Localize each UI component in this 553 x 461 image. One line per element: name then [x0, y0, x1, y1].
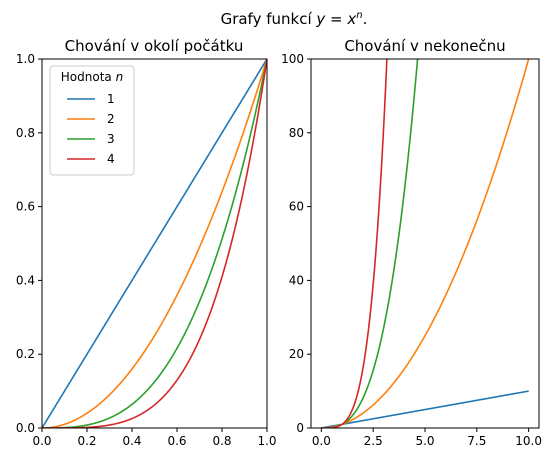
- axes-frame-at-infinity: [310, 58, 540, 429]
- legend-label-n3: 3: [107, 132, 115, 146]
- series-line-n3-near-origin: [42, 59, 267, 428]
- panel-near-origin: Chování v okolí počátku 0.0 0.2 0.4 0.6 0.8 1…: [16, 37, 277, 448]
- axes-frame-near-origin: [41, 58, 268, 429]
- y-tick-label: 0.6: [16, 200, 35, 214]
- panel-at-infinity: Chování v nekonečnu 0.0 2.5 5.0 7.5 10.0 0 20…: [281, 37, 542, 448]
- y-tick-label: 40: [289, 273, 304, 287]
- x-tick-label: 0.0: [32, 434, 51, 448]
- x-tick-label: 1.0: [257, 434, 276, 448]
- x-tick-label: 2.5: [364, 434, 383, 448]
- legend: Hodnota n 1 2 3 4: [49, 65, 135, 176]
- y-tick-label: 1.0: [16, 52, 35, 66]
- y-tick-label: 20: [289, 347, 304, 361]
- x-tick-label: 10.0: [515, 434, 542, 448]
- figure-suptitle: Grafy funkcí y = xn.: [221, 10, 368, 28]
- series-line-n4-at-infinity: [321, 59, 388, 428]
- series-line-n2-near-origin: [42, 59, 267, 428]
- panel-title-at-infinity: Chování v nekonečnu: [344, 37, 505, 55]
- x-tick-label: 0.0: [312, 434, 331, 448]
- y-tick-label: 100: [281, 52, 304, 66]
- x-ticks-near-origin: 0.0 0.2 0.4 0.6 0.8 1.0: [32, 428, 277, 448]
- y-ticks-at-infinity: 0 20 40 60 80 100: [281, 52, 311, 435]
- x-tick-label: 7.5: [467, 434, 486, 448]
- legend-entries: 1 2 3 4: [67, 92, 115, 166]
- y-tick-label: 0.4: [16, 273, 35, 287]
- y-tick-label: 0.8: [16, 126, 35, 140]
- legend-title: Hodnota n: [61, 70, 123, 84]
- x-tick-label: 0.8: [212, 434, 231, 448]
- series-line-n1-at-infinity: [321, 390, 529, 428]
- x-tick-label: 0.4: [122, 434, 141, 448]
- y-tick-label: 80: [289, 126, 304, 140]
- legend-box: [49, 65, 135, 176]
- series-lines-at-infinity: [321, 59, 530, 428]
- x-ticks-at-infinity: 0.0 2.5 5.0 7.5 10.0: [312, 428, 542, 448]
- x-tick-label: 5.0: [415, 434, 434, 448]
- legend-label-n4: 4: [107, 152, 115, 166]
- y-tick-label: 0.0: [16, 421, 35, 435]
- series-line-n3-at-infinity: [321, 59, 419, 428]
- x-tick-label: 0.2: [77, 434, 96, 448]
- series-line-n2-at-infinity: [321, 59, 530, 428]
- series-line-n1-near-origin: [42, 59, 267, 428]
- y-tick-label: 0.2: [16, 347, 35, 361]
- legend-label-n2: 2: [107, 112, 115, 126]
- x-tick-label: 0.6: [167, 434, 186, 448]
- y-tick-label: 0: [296, 421, 304, 435]
- y-tick-label: 60: [289, 200, 304, 214]
- panel-title-near-origin: Chování v okolí počátku: [65, 37, 244, 55]
- legend-label-n1: 1: [107, 92, 115, 106]
- y-ticks-near-origin: 0.0 0.2 0.4 0.6 0.8 1.0: [16, 52, 42, 435]
